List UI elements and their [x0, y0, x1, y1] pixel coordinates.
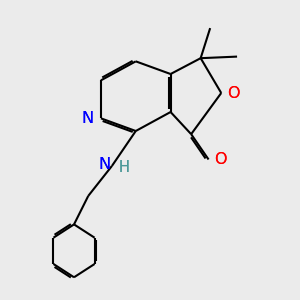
Text: N: N: [98, 157, 110, 172]
Text: N: N: [82, 111, 94, 126]
Text: N: N: [82, 111, 94, 126]
Text: O: O: [227, 85, 239, 100]
Text: H: H: [119, 160, 130, 175]
Text: H: H: [119, 160, 130, 175]
Text: O: O: [214, 152, 227, 167]
Text: N: N: [98, 157, 110, 172]
Text: O: O: [227, 85, 239, 100]
Text: O: O: [214, 152, 227, 167]
